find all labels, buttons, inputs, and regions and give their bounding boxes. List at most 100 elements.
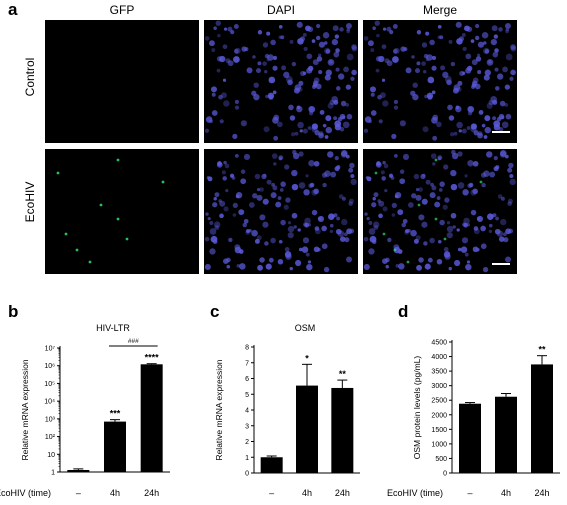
- cell-nucleus: [341, 218, 348, 226]
- cell-nucleus: [306, 53, 313, 60]
- cell-nucleus: [223, 160, 227, 165]
- cell-nucleus: [329, 229, 334, 234]
- cell-nucleus: [458, 129, 462, 133]
- cell-nucleus: [322, 123, 327, 128]
- cell-nucleus: [222, 78, 227, 82]
- cell-nucleus: [273, 135, 279, 141]
- cell-nucleus: [465, 53, 472, 60]
- cell-nucleus: [214, 221, 221, 228]
- cell-nucleus: [399, 178, 406, 185]
- cell-nucleus: [302, 128, 308, 134]
- cell-nucleus: [296, 105, 301, 110]
- cell-nucleus: [457, 182, 465, 189]
- cell-nucleus: [457, 80, 463, 86]
- cell-nucleus: [461, 33, 466, 37]
- cell-nucleus: [264, 241, 269, 246]
- cell-nucleus: [298, 247, 303, 252]
- cell-nucleus: [423, 70, 427, 74]
- cell-nucleus: [499, 150, 507, 157]
- cell-nucleus: [484, 115, 491, 122]
- cell-nucleus: [483, 41, 487, 45]
- cell-nucleus: [393, 105, 399, 110]
- cell-nucleus: [363, 236, 369, 242]
- cell-nucleus: [473, 226, 479, 231]
- cell-nucleus: [217, 33, 221, 38]
- cell-nucleus: [431, 55, 437, 61]
- cell-nucleus: [212, 202, 218, 208]
- cell-nucleus: [509, 178, 516, 186]
- cell-nucleus: [243, 218, 249, 224]
- cell-nucleus: [477, 53, 481, 57]
- x-category-label: 24h: [534, 488, 549, 498]
- y-tick-label: 4: [245, 408, 249, 415]
- cell-nucleus: [294, 131, 299, 136]
- cell-nucleus: [209, 228, 217, 235]
- cell-nucleus: [456, 228, 460, 232]
- cell-nucleus: [262, 61, 267, 66]
- cell-nucleus: [496, 230, 504, 237]
- cell-nucleus: [267, 92, 275, 100]
- cell-nucleus: [293, 225, 297, 229]
- cell-nucleus: [305, 252, 310, 257]
- cell-nucleus: [431, 185, 437, 191]
- cell-nucleus: [391, 202, 397, 209]
- cell-nucleus: [348, 167, 354, 173]
- cell-nucleus: [429, 192, 436, 199]
- cell-nucleus: [470, 209, 477, 216]
- cell-nucleus: [287, 225, 295, 233]
- x-category-label: 24h: [335, 488, 350, 498]
- cell-nucleus: [477, 132, 483, 139]
- cell-nucleus: [431, 65, 437, 71]
- cell-nucleus: [377, 94, 382, 100]
- cell-nucleus: [410, 229, 417, 237]
- cell-nucleus: [481, 182, 486, 188]
- cell-nucleus: [297, 87, 303, 92]
- cell-nucleus: [256, 194, 263, 201]
- cell-nucleus: [233, 24, 239, 29]
- cell-nucleus: [366, 217, 370, 221]
- gfp-cell-merge: [382, 232, 386, 236]
- cell-nucleus: [348, 201, 353, 206]
- y-tick-label: 1: [245, 455, 249, 462]
- cell-nucleus: [309, 182, 315, 188]
- cell-nucleus: [474, 23, 480, 29]
- cell-nucleus: [325, 126, 333, 134]
- cell-nucleus: [262, 198, 269, 205]
- cell-nucleus: [450, 169, 457, 177]
- cell-nucleus: [507, 198, 513, 204]
- cell-nucleus: [473, 228, 480, 235]
- cell-nucleus: [284, 164, 290, 170]
- cell-nucleus: [395, 264, 400, 268]
- cell-nucleus: [215, 20, 221, 26]
- micrograph-control-gfp: [45, 20, 199, 143]
- cell-nucleus: [336, 216, 340, 221]
- gfp-cell-merge: [374, 171, 378, 175]
- cell-nucleus: [351, 69, 357, 76]
- cell-nucleus: [303, 46, 308, 52]
- cell-nucleus: [393, 99, 398, 105]
- cell-nucleus: [370, 110, 377, 116]
- cell-nucleus: [252, 55, 256, 59]
- cell-nucleus: [305, 25, 311, 32]
- cell-nucleus: [259, 257, 265, 263]
- cell-nucleus: [500, 218, 507, 226]
- cell-nucleus: [456, 121, 463, 129]
- cell-nucleus: [346, 256, 353, 263]
- cell-nucleus: [287, 79, 294, 86]
- gfp-cell-merge: [417, 203, 421, 207]
- cell-nucleus: [473, 130, 479, 136]
- significance-marker: **: [538, 345, 546, 355]
- cell-nucleus: [453, 131, 458, 136]
- cell-nucleus: [402, 153, 410, 161]
- cell-nucleus: [505, 256, 512, 263]
- chart-c: 0 1 2 3 4 5 6 7 8 OSM Relative mRNA expression – * 4h…: [214, 323, 360, 498]
- cell-nucleus: [420, 173, 426, 180]
- cell-nucleus: [472, 80, 478, 86]
- cell-nucleus: [259, 187, 264, 192]
- cell-nucleus: [252, 193, 258, 199]
- cell-nucleus: [440, 65, 446, 71]
- cell-nucleus: [254, 238, 260, 244]
- cell-nucleus: [234, 105, 240, 110]
- micrograph-grid: [45, 20, 517, 274]
- cell-nucleus: [346, 27, 351, 32]
